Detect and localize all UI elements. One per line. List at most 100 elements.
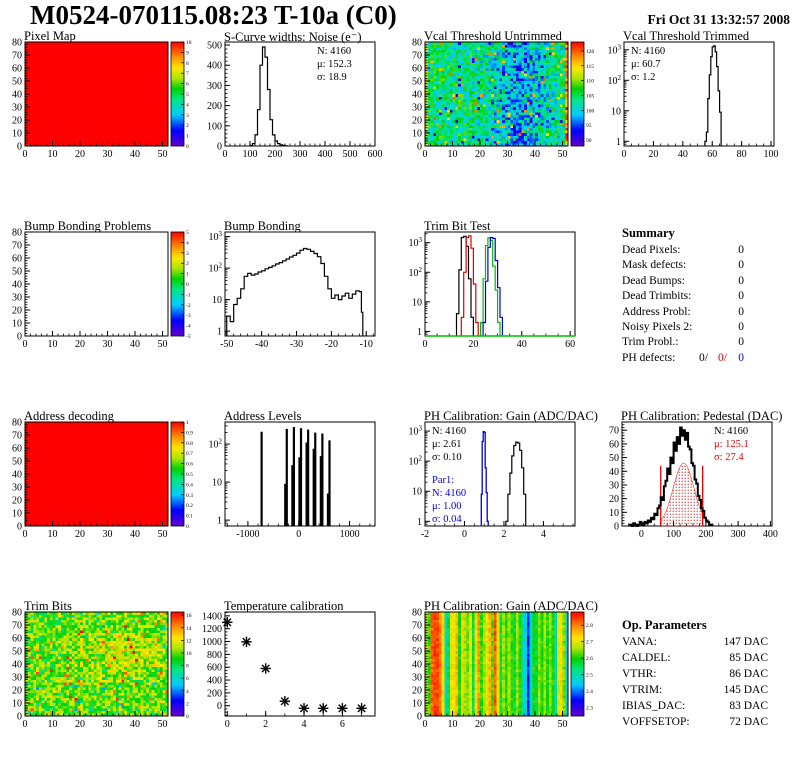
svg-text:103: 103 [209, 230, 223, 243]
svg-text:60: 60 [412, 64, 422, 75]
svg-text:50: 50 [558, 149, 568, 160]
svg-text:20: 20 [75, 149, 85, 160]
svg-text:40: 40 [517, 339, 527, 350]
svg-text:20: 20 [468, 339, 478, 350]
svg-text:4: 4 [541, 529, 546, 540]
svg-text:60: 60 [565, 339, 575, 350]
svg-text:100: 100 [243, 149, 258, 160]
svg-text:0: 0 [296, 529, 301, 540]
svg-text:30: 30 [412, 103, 422, 114]
svg-text:-2: -2 [421, 529, 429, 540]
svg-text:2: 2 [186, 261, 189, 267]
param-row: Mask defects: 0 [622, 259, 744, 272]
panel-pixel-map: Pixel Map 0 10 20 30 40 50 0 10 20 30 40 50 60 70 80 0 1… [0, 28, 199, 218]
svg-text:105: 105 [586, 93, 595, 99]
svg-text:40: 40 [678, 149, 688, 160]
svg-text:0: 0 [17, 522, 22, 533]
op-parameters-title: Op. Parameters [622, 618, 707, 632]
svg-text:60: 60 [609, 439, 619, 450]
svg-text:10: 10 [609, 508, 619, 519]
svg-text:200: 200 [207, 101, 222, 112]
svg-text:30: 30 [503, 149, 513, 160]
svg-text:40: 40 [609, 467, 619, 478]
timestamp: Fri Oct 31 13:32:57 2008 [647, 12, 790, 27]
page-title: M0524-070115.08:23 T-10a (C0) [30, 0, 397, 30]
svg-text:1: 1 [186, 134, 189, 140]
ph-defects-row: PH defects: 0/0/0 [622, 351, 744, 364]
svg-text:4: 4 [186, 102, 189, 108]
svg-text:100: 100 [207, 121, 222, 132]
svg-text:Par1:: Par1: [432, 475, 454, 486]
panel-title: Bump Bonding [224, 219, 301, 233]
svg-text:-40: -40 [255, 339, 268, 350]
svg-text:10: 10 [48, 149, 58, 160]
panel-title: PH Calibration: Gain (ADC/DAC) [424, 409, 598, 423]
svg-text:0: 0 [417, 142, 422, 153]
svg-text:10: 10 [48, 529, 58, 540]
svg-text:0: 0 [423, 339, 428, 350]
svg-text:-30: -30 [290, 339, 303, 350]
svg-text:0.8: 0.8 [186, 441, 193, 447]
trim-bit-test-plot: 0 20 40 60 1 10 102 103 [409, 231, 576, 350]
svg-text:10: 10 [12, 129, 22, 140]
svg-text:30: 30 [12, 103, 22, 114]
svg-text:70: 70 [12, 241, 22, 252]
svg-text:70: 70 [412, 51, 422, 62]
svg-text:400: 400 [207, 61, 222, 72]
op-parameters-rows: VANA: 147 DAC CALDEL: 85 DAC VTHR: 86 DAC VTRI… [622, 636, 768, 732]
svg-text:2: 2 [501, 529, 506, 540]
svg-text:300: 300 [293, 149, 308, 160]
panel-title: Pixel Map [24, 29, 76, 43]
panel-trim-bit-test: Trim Bit Test 0 20 40 60 1 10 102 103 [400, 218, 599, 408]
svg-text:10: 10 [186, 40, 192, 46]
vcal-trimmed-plot: 0 20 40 60 80 100 1 10 102 103 N: 4160 μ: 60.7 σ: 1.… [608, 41, 779, 160]
svg-text:N: 4160: N: 4160 [432, 426, 466, 437]
svg-text:0: 0 [462, 529, 467, 540]
svg-text:103: 103 [409, 425, 423, 438]
svg-text:0.5: 0.5 [186, 472, 193, 478]
svg-text:10: 10 [12, 509, 22, 520]
svg-text:60: 60 [707, 149, 717, 160]
panel-address-decoding: Address decoding 0 10 20 30 40 50 0 10 20 30 40 50 6… [0, 408, 199, 598]
svg-text:1: 1 [417, 327, 422, 338]
svg-text:30: 30 [12, 293, 22, 304]
svg-text:10: 10 [448, 149, 458, 160]
svg-text:50: 50 [158, 149, 168, 160]
svg-text:90: 90 [586, 138, 592, 144]
svg-text:20: 20 [12, 496, 22, 507]
svg-text:60: 60 [12, 254, 22, 265]
svg-text:0: 0 [639, 529, 644, 540]
svg-text:9: 9 [186, 50, 189, 56]
svg-text:50: 50 [158, 339, 168, 350]
param-row: VTRIM: 145 DAC [622, 684, 768, 696]
svg-text:20: 20 [609, 494, 619, 505]
svg-text:8: 8 [186, 61, 189, 67]
svg-text:50: 50 [412, 77, 422, 88]
panel-title: PH Calibration: Pedestal (DAC) [621, 409, 783, 423]
svg-text:80: 80 [12, 228, 22, 239]
panel-title: Trim Bits [24, 599, 72, 613]
panel-bump-problems: Bump Bonding Problems 0 10 20 30 40 50 0 10 20 30… [0, 218, 199, 408]
svg-text:20: 20 [12, 306, 22, 317]
ph-gain-hist-plot: -2 0 2 4 1 10 102 103 N: 4160 μ: 2.61 σ: 0.10 Par1:… [409, 421, 576, 540]
panel-title: S-Curve widths: Noise (e⁻) [224, 30, 362, 44]
svg-text:50: 50 [609, 453, 619, 464]
svg-text:400: 400 [763, 529, 778, 540]
address-decoding-plot: 0 10 20 30 40 500102030405060708000.10.20.30.… [12, 418, 193, 541]
svg-text:40: 40 [530, 149, 540, 160]
svg-text:30: 30 [103, 149, 113, 160]
param-row: Dead Pixels: 0 [622, 244, 744, 256]
ph-pedestal-plot: 0 100 200 300 400 0 10 20 30 40 50 60 70 N: 4160 μ: 12… [609, 421, 778, 540]
svg-text:10: 10 [412, 487, 422, 498]
svg-text:0.9: 0.9 [186, 430, 193, 436]
panel-bump-bonding: Bump Bonding -50 -40 -30 -20 -10 1 10 102 103 [200, 218, 399, 408]
svg-text:10: 10 [212, 478, 222, 489]
param-row: Trim Probl.: 0 [622, 336, 744, 349]
svg-text:-10: -10 [360, 339, 373, 350]
scurve-noise-plot: 0 100 200 300 400 500 600 0 100 200 300 400 500 N: 41… [207, 41, 383, 160]
svg-text:80: 80 [12, 418, 22, 429]
svg-text:95: 95 [586, 123, 592, 129]
panel-title: Temperature calibration [224, 599, 344, 613]
